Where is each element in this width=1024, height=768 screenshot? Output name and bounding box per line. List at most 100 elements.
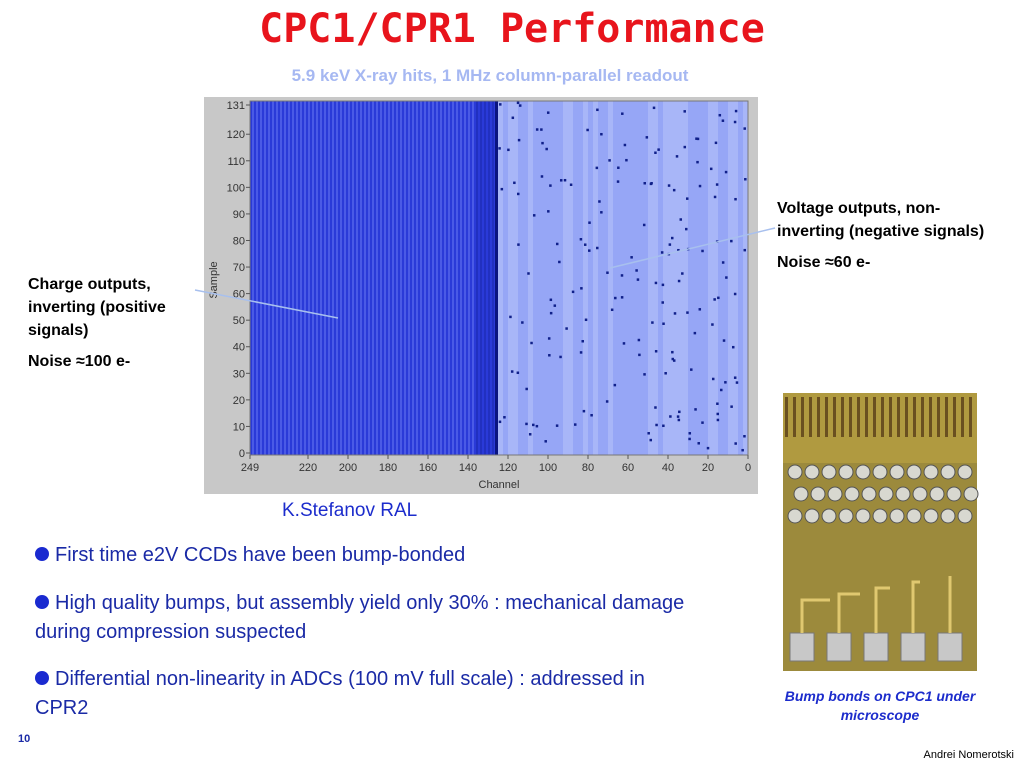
hit xyxy=(582,409,586,413)
heat-column xyxy=(533,101,538,455)
heat-column xyxy=(280,101,282,455)
heat-column xyxy=(294,101,296,455)
micro-line xyxy=(921,397,924,437)
hit xyxy=(635,269,638,272)
y-tick-label: 110 xyxy=(227,156,245,168)
heat-column xyxy=(452,101,454,455)
heat-column xyxy=(326,101,328,455)
heat-column xyxy=(553,101,558,455)
heat-column xyxy=(464,101,466,455)
heat-column xyxy=(490,101,492,455)
hit xyxy=(713,195,717,199)
hit xyxy=(511,116,515,120)
hit xyxy=(725,276,728,279)
x-tick-label: 40 xyxy=(662,462,674,474)
hit xyxy=(671,357,675,361)
x-tick-label: 160 xyxy=(419,462,437,474)
hit xyxy=(744,178,747,181)
heat-column xyxy=(438,101,440,455)
hit xyxy=(620,296,624,299)
bump xyxy=(929,486,945,502)
credit: K.Stefanov RAL xyxy=(282,500,418,521)
hit xyxy=(643,182,646,185)
hit xyxy=(645,136,649,139)
heat-column xyxy=(366,101,368,455)
x-tick-label: 220 xyxy=(299,462,317,474)
heat-column xyxy=(338,101,340,455)
heat-column xyxy=(430,101,432,455)
heat-column xyxy=(426,101,428,455)
heat-column xyxy=(573,101,578,455)
heat-column xyxy=(328,101,330,455)
heat-column xyxy=(648,101,653,455)
bullet-text: First time e2V CCDs have been bump-bonde… xyxy=(55,544,466,566)
heat-column xyxy=(290,101,292,455)
heat-column xyxy=(434,101,436,455)
heat-column xyxy=(688,101,693,455)
heat-column xyxy=(336,101,338,455)
heat-column xyxy=(266,101,268,455)
bump xyxy=(957,508,973,524)
heat-column xyxy=(678,101,683,455)
heat-column xyxy=(588,101,593,455)
hit xyxy=(614,296,617,300)
hit xyxy=(686,311,689,314)
heat-column xyxy=(474,101,476,455)
hit xyxy=(598,200,601,203)
hit xyxy=(621,112,624,115)
heat-column xyxy=(302,101,304,455)
pad xyxy=(900,632,926,662)
hit xyxy=(535,424,539,428)
micro-line xyxy=(825,397,828,437)
hit xyxy=(654,151,657,154)
hit xyxy=(696,160,699,164)
hit xyxy=(588,249,591,252)
title: CPC1/CPR1 Performance xyxy=(259,6,765,52)
bump xyxy=(804,464,820,480)
micro-line xyxy=(809,397,812,437)
hit xyxy=(720,388,723,392)
heat-column xyxy=(262,101,264,455)
hit xyxy=(532,214,536,217)
hit xyxy=(730,405,733,408)
hit xyxy=(733,120,737,124)
y-tick-label: 80 xyxy=(233,235,245,247)
hit xyxy=(730,239,733,243)
heat-column xyxy=(513,101,518,455)
micro-line xyxy=(937,397,940,437)
hit xyxy=(503,416,506,419)
micro-line xyxy=(841,397,844,437)
heat-column xyxy=(318,101,320,455)
hit xyxy=(649,438,653,442)
microscope-image xyxy=(783,393,979,671)
bump xyxy=(906,464,922,480)
hit xyxy=(549,298,553,302)
hit xyxy=(651,321,654,324)
hit xyxy=(637,338,641,342)
heat-column xyxy=(638,101,643,455)
micro-line xyxy=(857,397,860,437)
hit xyxy=(642,223,646,227)
heat-column xyxy=(376,101,378,455)
hit xyxy=(569,183,573,187)
heat-column xyxy=(488,101,490,455)
heat-column xyxy=(308,101,310,455)
hit xyxy=(711,323,714,326)
hit xyxy=(670,236,674,240)
bump xyxy=(861,486,877,502)
hit xyxy=(681,272,684,275)
hit xyxy=(657,148,660,151)
micro-line xyxy=(873,397,876,437)
hit xyxy=(650,181,653,185)
page-number: 10 xyxy=(18,733,31,745)
micro-line xyxy=(865,397,868,437)
heat-column xyxy=(370,101,372,455)
y-tick-label: 0 xyxy=(239,448,245,460)
hit xyxy=(563,178,567,182)
heat-column xyxy=(282,101,284,455)
x-tick-label: 100 xyxy=(539,462,557,474)
heat-column xyxy=(598,101,603,455)
x-tick-label: 180 xyxy=(379,462,397,474)
left-note: Charge outputs, inverting (positive sign… xyxy=(28,273,208,381)
